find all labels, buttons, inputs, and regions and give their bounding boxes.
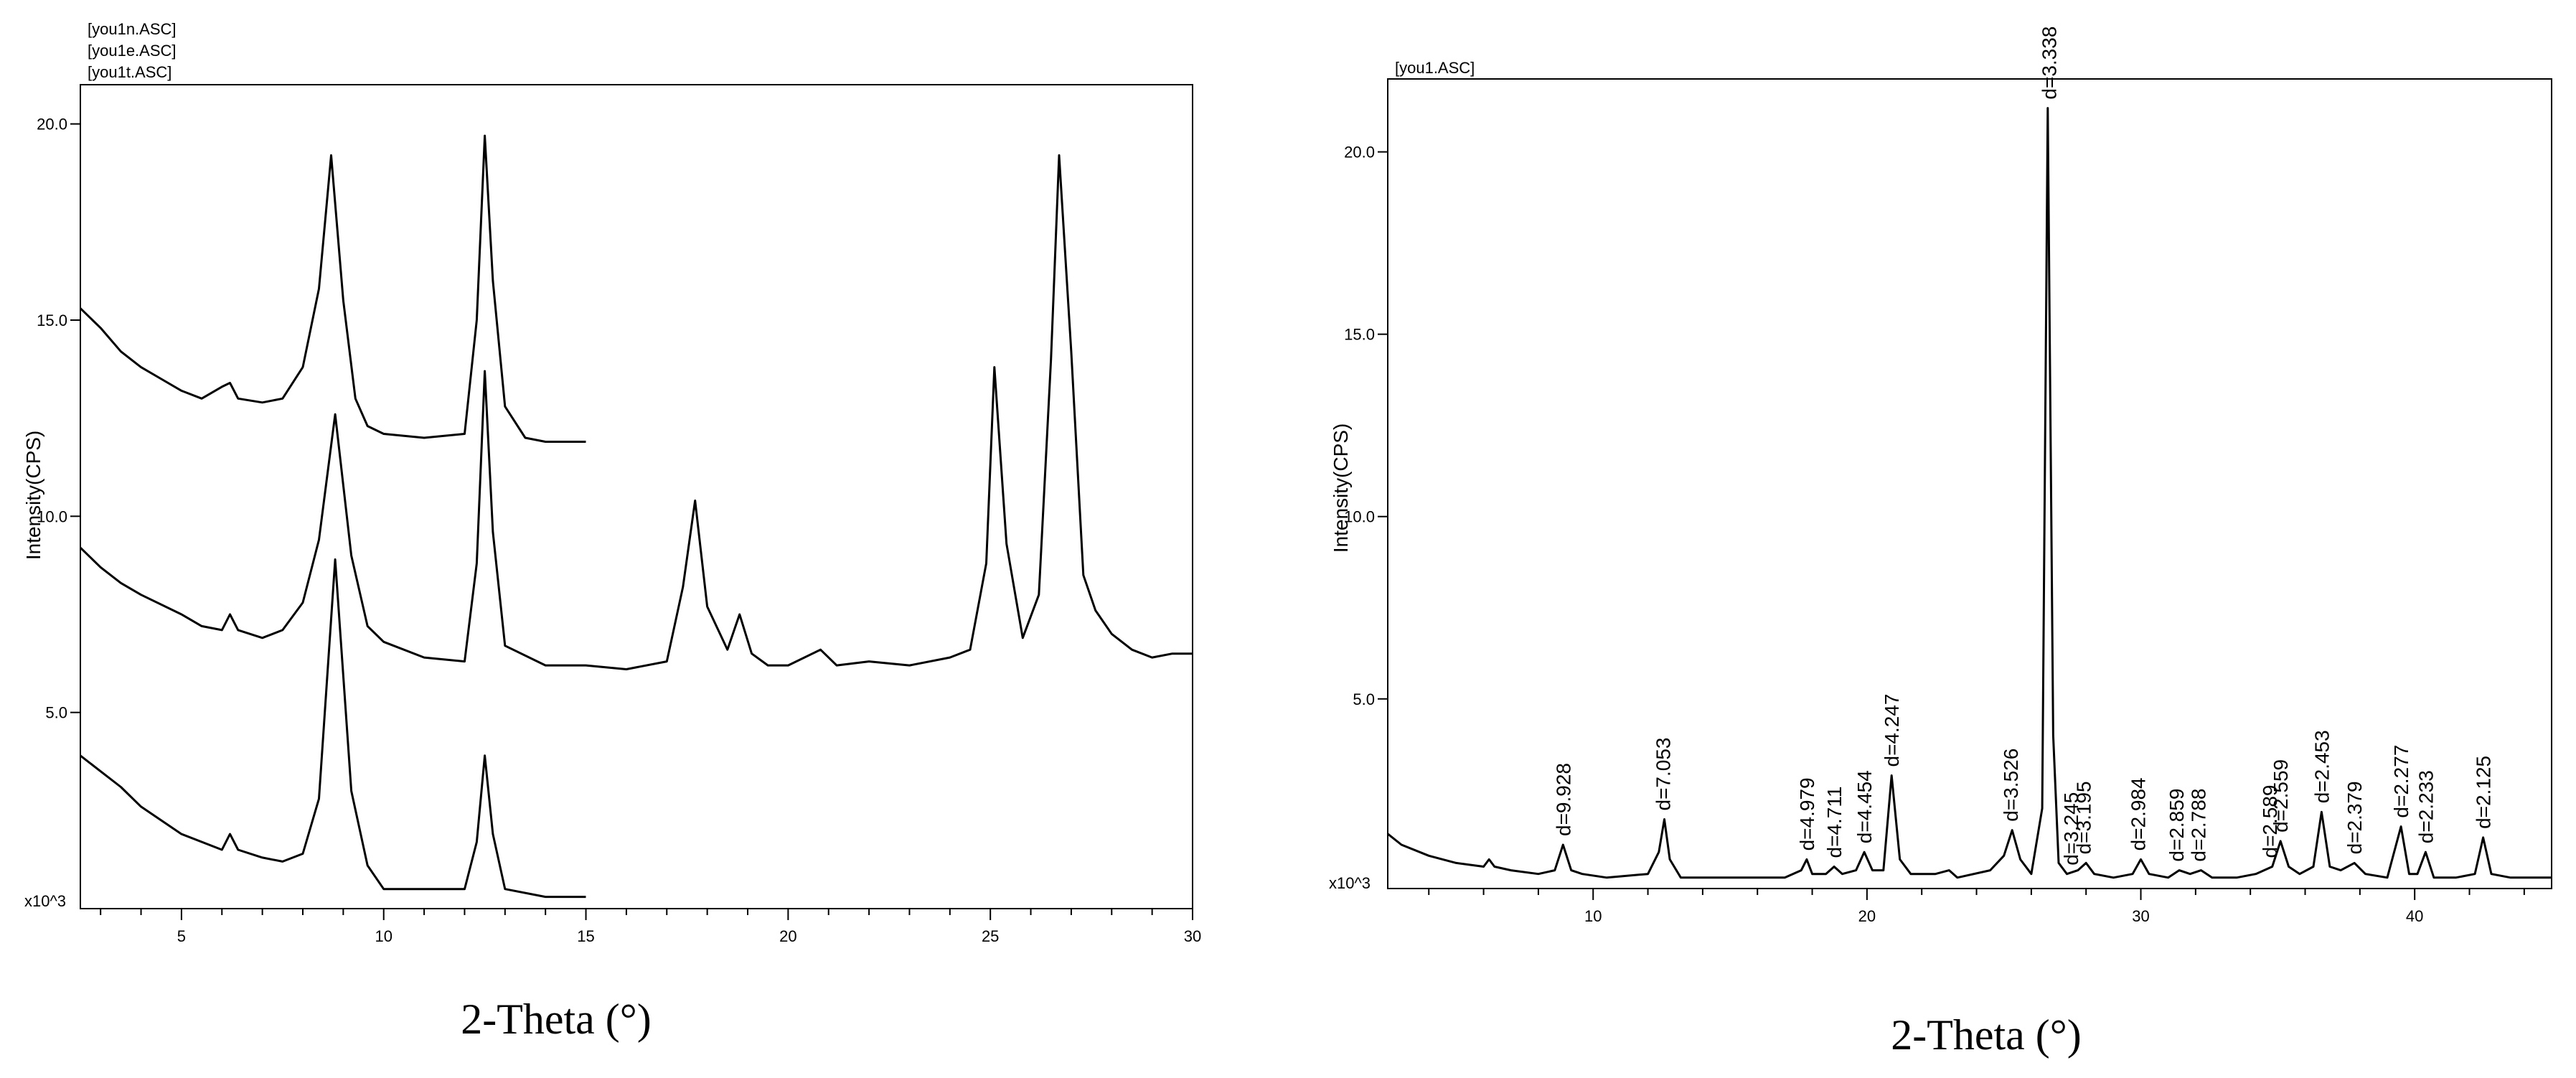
left-legend: [you1n.ASC] [you1e.ASC] [you1t.ASC] — [88, 20, 177, 81]
y-tick-label: 10.0 — [37, 507, 67, 525]
legend-entry: [you1t.ASC] — [88, 63, 171, 81]
left-traces — [79, 134, 1193, 899]
y-tick-label: 5.0 — [1353, 690, 1375, 708]
peak-d-spacing-label: d=2.453 — [2311, 730, 2333, 803]
peak-d-spacing-label: d=4.711 — [1823, 787, 1846, 858]
peak-d-spacing-label: d=2.379 — [2344, 781, 2366, 854]
right-y-multiplier: x10^3 — [1329, 874, 1371, 892]
peak-d-spacing-label: d=4.247 — [1881, 694, 1903, 767]
peak-d-spacing-label: d=3.195 — [2072, 781, 2095, 854]
y-tick-label: 20.0 — [1344, 144, 1375, 161]
peak-d-spacing-label: d=2.984 — [2128, 777, 2150, 850]
peak-d-spacing-label: d=2.559 — [2270, 759, 2292, 833]
pattern-trace — [80, 558, 586, 899]
legend-entry: [you1.ASC] — [1395, 59, 1475, 77]
peak-d-spacing-label: d=7.053 — [1653, 738, 1675, 811]
right-traces — [1387, 107, 2552, 879]
x-tick-label: 30 — [2132, 907, 2149, 925]
left-plot-frame — [80, 84, 1193, 909]
x-tick-label: 20 — [1858, 907, 1876, 925]
left-y-axis-label: Intensity(CPS) — [22, 431, 44, 561]
peak-d-spacing-label: d=4.454 — [1853, 770, 1876, 843]
peak-d-spacing-label: d=9.928 — [1552, 763, 1574, 836]
y-tick-label: 15.0 — [1344, 326, 1375, 344]
x-tick-label: 10 — [375, 927, 392, 945]
left-xrd-chart: [you1n.ASC] [you1e.ASC] [you1t.ASC] 5.0 10.… — [22, 20, 1201, 1043]
y-tick-label: 10.0 — [1344, 508, 1375, 526]
peak-d-spacing-label: d=2.589 — [2259, 785, 2281, 858]
pattern-trace — [79, 154, 1193, 670]
peak-d-spacing-label: d=3.245 — [2060, 792, 2082, 866]
y-tick-label: 15.0 — [37, 311, 67, 329]
left-x-ticks: 5 10 15 20 25 30 — [100, 909, 1201, 945]
peak-d-spacing-label: d=2.788 — [2188, 789, 2210, 862]
y-tick-label: 20.0 — [37, 116, 67, 133]
right-x-ticks: 10 20 30 40 — [1428, 889, 2525, 925]
right-plot-frame — [1387, 78, 2552, 889]
peak-d-spacing-label: d=2.125 — [2473, 756, 2495, 829]
x-tick-label: 40 — [2406, 907, 2423, 925]
peak-d-spacing-label: d=4.979 — [1796, 777, 1818, 850]
peak-d-spacing-label: d=3.338 — [2039, 27, 2061, 100]
legend-entry: [you1n.ASC] — [88, 20, 177, 38]
right-xrd-chart: [you1.ASC] 5.0 10.0 15.0 20.0 10 20 30 40 d=9.… — [1329, 27, 2552, 1059]
x-tick-label: 10 — [1584, 907, 1602, 925]
right-y-ticks: 5.0 10.0 15.0 20.0 — [1344, 144, 1388, 708]
x-tick-label: 30 — [1184, 927, 1201, 945]
x-tick-label: 15 — [577, 927, 594, 945]
x-tick-label: 5 — [177, 927, 186, 945]
peak-d-spacing-label: d=2.233 — [2415, 770, 2437, 843]
pattern-trace — [1387, 107, 2552, 879]
peak-d-spacing-label: d=2.859 — [2166, 789, 2188, 862]
x-tick-label: 25 — [982, 927, 999, 945]
x-tick-label: 20 — [779, 927, 796, 945]
pattern-trace — [79, 134, 586, 443]
left-x-axis-label: 2-Theta (°) — [461, 995, 652, 1043]
right-peak-labels: d=9.928 d=7.053 d=4.979 d=4.711 d=4.454d=4.2… — [1552, 27, 2494, 866]
left-y-ticks: 5.0 10.0 15.0 20.0 — [37, 116, 80, 722]
left-y-multiplier: x10^3 — [24, 892, 66, 910]
right-legend: [you1.ASC] — [1395, 59, 1475, 77]
legend-entry: [you1e.ASC] — [88, 42, 177, 60]
right-x-axis-label: 2-Theta (°) — [1891, 1011, 2082, 1059]
peak-d-spacing-label: d=3.526 — [2000, 749, 2022, 822]
right-y-axis-label: Intensity(CPS) — [1330, 423, 1352, 553]
y-tick-label: 5.0 — [45, 704, 67, 722]
peak-d-spacing-label: d=2.277 — [2390, 745, 2412, 818]
